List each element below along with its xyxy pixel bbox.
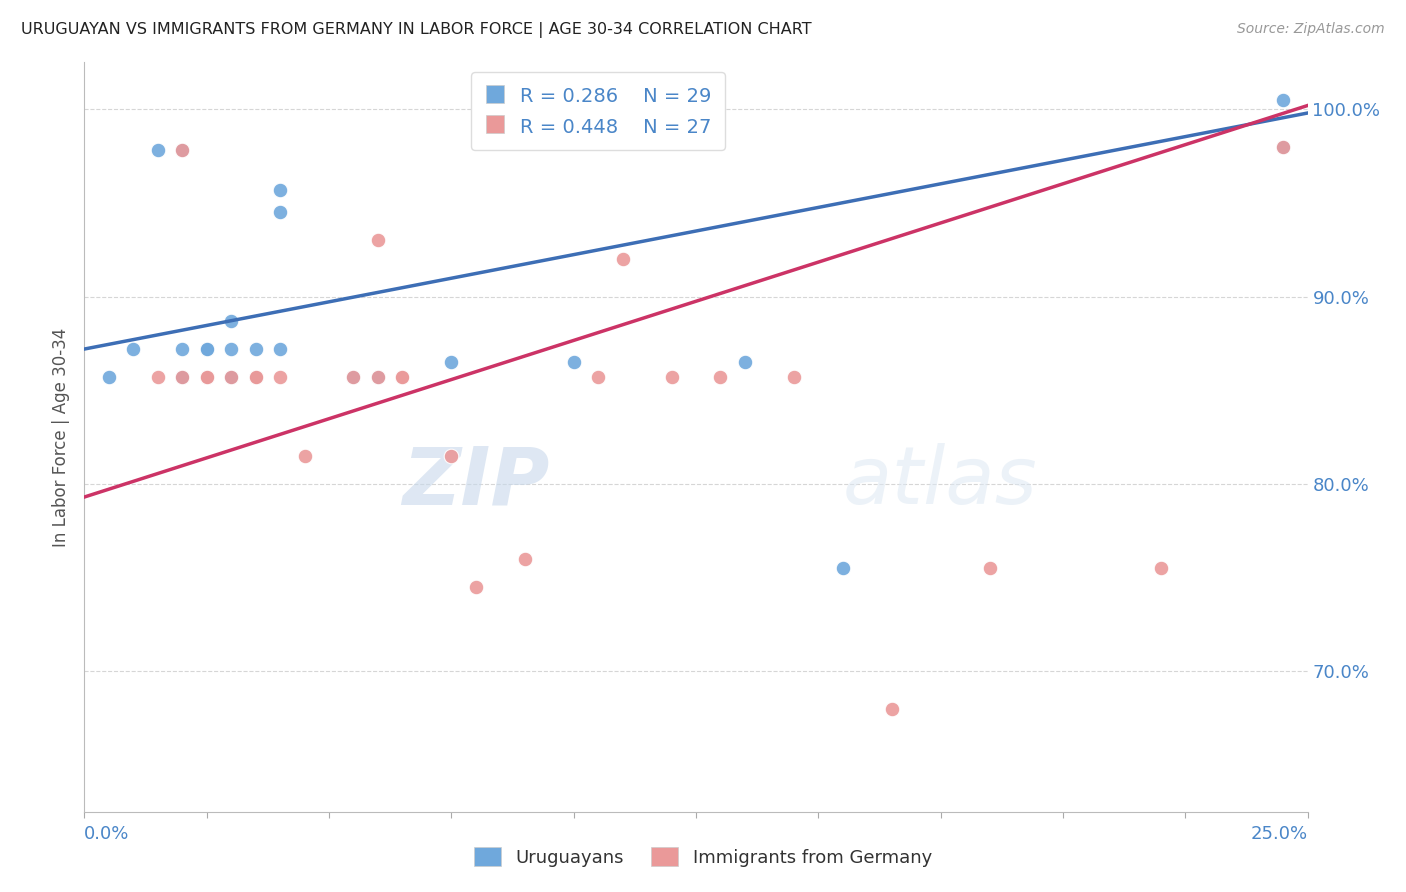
- Point: [195, 370, 218, 384]
- Point: [172, 370, 194, 384]
- Point: [1272, 139, 1295, 153]
- Text: ZIP: ZIP: [402, 443, 550, 521]
- Point: [880, 701, 903, 715]
- Point: [219, 370, 242, 384]
- Point: [391, 370, 413, 384]
- Point: [245, 342, 267, 356]
- Point: [219, 370, 242, 384]
- Point: [245, 370, 267, 384]
- Point: [219, 342, 242, 356]
- Point: [831, 561, 853, 575]
- Point: [195, 370, 218, 384]
- Point: [612, 252, 634, 266]
- Point: [172, 370, 194, 384]
- Point: [367, 370, 389, 384]
- Point: [195, 342, 218, 356]
- Point: [245, 370, 267, 384]
- Point: [219, 314, 242, 328]
- Point: [172, 144, 194, 158]
- Point: [783, 370, 806, 384]
- Point: [562, 355, 585, 369]
- Point: [195, 370, 218, 384]
- Point: [172, 342, 194, 356]
- Point: [513, 551, 536, 566]
- Point: [269, 183, 291, 197]
- Point: [195, 342, 218, 356]
- Text: atlas: atlas: [842, 443, 1038, 521]
- Point: [586, 370, 609, 384]
- Point: [146, 370, 169, 384]
- Point: [342, 370, 364, 384]
- Point: [979, 561, 1001, 575]
- Point: [146, 144, 169, 158]
- Point: [294, 449, 316, 463]
- Point: [269, 205, 291, 219]
- Point: [1272, 93, 1295, 107]
- Point: [342, 370, 364, 384]
- Point: [269, 342, 291, 356]
- Point: [391, 370, 413, 384]
- Point: [367, 370, 389, 384]
- Text: 25.0%: 25.0%: [1250, 825, 1308, 843]
- Text: Source: ZipAtlas.com: Source: ZipAtlas.com: [1237, 22, 1385, 37]
- Point: [440, 355, 463, 369]
- Point: [219, 370, 242, 384]
- Point: [97, 370, 120, 384]
- Point: [1150, 561, 1173, 575]
- Point: [172, 144, 194, 158]
- Point: [195, 370, 218, 384]
- Point: [122, 342, 145, 356]
- Y-axis label: In Labor Force | Age 30-34: In Labor Force | Age 30-34: [52, 327, 70, 547]
- Point: [245, 370, 267, 384]
- Point: [661, 370, 683, 384]
- Point: [172, 370, 194, 384]
- Point: [734, 355, 756, 369]
- Point: [1272, 139, 1295, 153]
- Text: 0.0%: 0.0%: [84, 825, 129, 843]
- Point: [367, 233, 389, 247]
- Legend: R = 0.286    N = 29, R = 0.448    N = 27: R = 0.286 N = 29, R = 0.448 N = 27: [471, 72, 725, 150]
- Legend: Uruguayans, Immigrants from Germany: Uruguayans, Immigrants from Germany: [467, 840, 939, 874]
- Point: [709, 370, 731, 384]
- Text: URUGUAYAN VS IMMIGRANTS FROM GERMANY IN LABOR FORCE | AGE 30-34 CORRELATION CHAR: URUGUAYAN VS IMMIGRANTS FROM GERMANY IN …: [21, 22, 811, 38]
- Point: [195, 370, 218, 384]
- Point: [440, 449, 463, 463]
- Point: [269, 370, 291, 384]
- Point: [464, 580, 486, 594]
